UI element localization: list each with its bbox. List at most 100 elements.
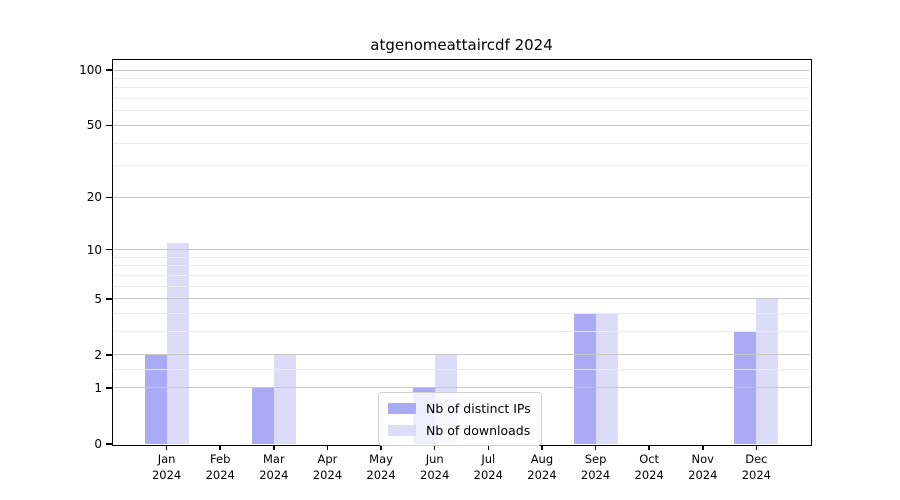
x-tick-label: Feb 2024 bbox=[188, 452, 252, 483]
x-tick-year: 2024 bbox=[420, 467, 450, 482]
x-tick-mark bbox=[273, 445, 275, 450]
minor-gridline bbox=[113, 369, 810, 371]
y-tick-mark bbox=[106, 69, 112, 71]
x-tick-label: Jun 2024 bbox=[403, 452, 467, 483]
minor-gridline bbox=[113, 165, 810, 167]
x-tick-year: 2024 bbox=[366, 467, 396, 482]
minor-gridline bbox=[113, 142, 810, 144]
y-tick-label: 10 bbox=[86, 242, 102, 257]
x-tick-mark bbox=[755, 445, 758, 450]
minor-gridline bbox=[113, 274, 810, 276]
y-tick-label: 1 bbox=[94, 380, 102, 395]
x-tick-month: Jul bbox=[481, 452, 496, 466]
x-tick-mark bbox=[541, 445, 543, 450]
y-tick-label: 100 bbox=[79, 63, 102, 77]
x-tick-year: 2024 bbox=[205, 467, 235, 482]
bar-distinct-ips bbox=[144, 354, 167, 444]
minor-gridline bbox=[113, 98, 810, 100]
legend-item-downloads: Nb of downloads bbox=[388, 422, 531, 438]
x-tick-year: 2024 bbox=[259, 467, 289, 482]
x-tick-mark bbox=[702, 445, 704, 450]
bar-downloads bbox=[756, 298, 779, 444]
x-tick-mark bbox=[594, 445, 597, 450]
major-gridline bbox=[113, 387, 810, 389]
minor-gridline bbox=[113, 87, 810, 89]
x-tick-year: 2024 bbox=[688, 467, 718, 482]
x-tick-mark bbox=[380, 445, 382, 450]
y-tick-label: 5 bbox=[94, 291, 102, 306]
minor-gridline bbox=[113, 331, 810, 333]
x-tick-year: 2024 bbox=[312, 467, 343, 482]
minor-gridline bbox=[113, 285, 810, 287]
x-tick-mark bbox=[165, 445, 168, 450]
x-tick-label: Mar 2024 bbox=[242, 452, 306, 483]
y-tick-label: 0 bbox=[94, 437, 102, 451]
y-tick-mark bbox=[106, 387, 112, 389]
y-tick-label: 50 bbox=[86, 118, 102, 133]
legend: Nb of distinct IPs Nb of downloads bbox=[378, 392, 542, 446]
x-tick-month: Nov bbox=[691, 452, 714, 466]
minor-gridline bbox=[113, 265, 810, 267]
x-tick-month: Apr bbox=[317, 452, 338, 466]
major-gridline bbox=[113, 354, 810, 356]
x-tick-year: 2024 bbox=[151, 467, 182, 482]
x-tick-year: 2024 bbox=[527, 467, 557, 482]
x-tick-month: Jan bbox=[157, 452, 176, 466]
y-tick-mark bbox=[106, 443, 112, 445]
bar-downloads bbox=[595, 313, 618, 444]
x-tick-label: Oct 2024 bbox=[617, 452, 681, 483]
minor-gridline bbox=[113, 110, 810, 112]
legend-item-distinct-ips: Nb of distinct IPs bbox=[388, 400, 531, 416]
x-tick-label: Jan 2024 bbox=[135, 452, 199, 483]
chart-title: atgenomeattaircdf 2024 bbox=[370, 36, 553, 54]
y-tick-mark bbox=[106, 196, 112, 199]
x-tick-label: May 2024 bbox=[349, 452, 413, 483]
x-tick-month: Oct bbox=[639, 452, 660, 466]
y-tick-mark bbox=[106, 124, 112, 127]
x-tick-label: Dec 2024 bbox=[724, 452, 788, 483]
x-tick-label: Sep 2024 bbox=[564, 452, 628, 483]
y-tick-label: 20 bbox=[86, 190, 102, 205]
bar-distinct-ips bbox=[573, 313, 596, 444]
minor-gridline bbox=[113, 77, 810, 79]
x-tick-label: Apr 2024 bbox=[295, 452, 359, 483]
x-tick-month: Dec bbox=[745, 452, 768, 466]
x-tick-mark bbox=[487, 445, 490, 450]
x-tick-mark bbox=[326, 445, 329, 450]
minor-gridline bbox=[113, 256, 810, 258]
x-tick-month: Sep bbox=[584, 452, 607, 466]
x-tick-year: 2024 bbox=[473, 467, 503, 482]
y-tick-mark bbox=[106, 248, 112, 251]
bar-distinct-ips bbox=[251, 387, 274, 444]
legend-swatch-distinct-ips bbox=[388, 402, 416, 414]
major-gridline bbox=[113, 249, 810, 251]
x-tick-month: Aug bbox=[530, 452, 554, 466]
x-tick-label: Aug 2024 bbox=[510, 452, 574, 483]
major-gridline bbox=[113, 196, 810, 198]
x-tick-month: Feb bbox=[210, 452, 231, 466]
major-gridline bbox=[113, 69, 810, 71]
bar-downloads bbox=[166, 242, 189, 444]
x-tick-mark bbox=[648, 445, 650, 450]
x-tick-mark bbox=[219, 445, 221, 450]
minor-gridline bbox=[113, 313, 810, 315]
bar-downloads bbox=[273, 354, 296, 444]
x-tick-label: Nov 2024 bbox=[671, 452, 735, 483]
x-tick-year: 2024 bbox=[741, 467, 772, 482]
x-tick-month: Jun bbox=[425, 452, 444, 466]
major-gridline bbox=[113, 298, 810, 300]
y-tick-mark bbox=[106, 354, 112, 356]
x-tick-year: 2024 bbox=[580, 467, 611, 482]
major-gridline bbox=[113, 124, 810, 126]
legend-label-downloads: Nb of downloads bbox=[426, 422, 531, 438]
y-tick-mark bbox=[106, 298, 112, 300]
x-tick-month: May bbox=[369, 452, 393, 466]
y-tick-label: 2 bbox=[94, 347, 102, 362]
x-tick-month: Mar bbox=[262, 452, 285, 466]
legend-swatch-downloads bbox=[388, 424, 416, 436]
x-tick-year: 2024 bbox=[634, 467, 664, 482]
x-tick-label: Jul 2024 bbox=[456, 452, 520, 483]
legend-label-distinct-ips: Nb of distinct IPs bbox=[426, 400, 531, 416]
x-tick-mark bbox=[433, 445, 436, 450]
